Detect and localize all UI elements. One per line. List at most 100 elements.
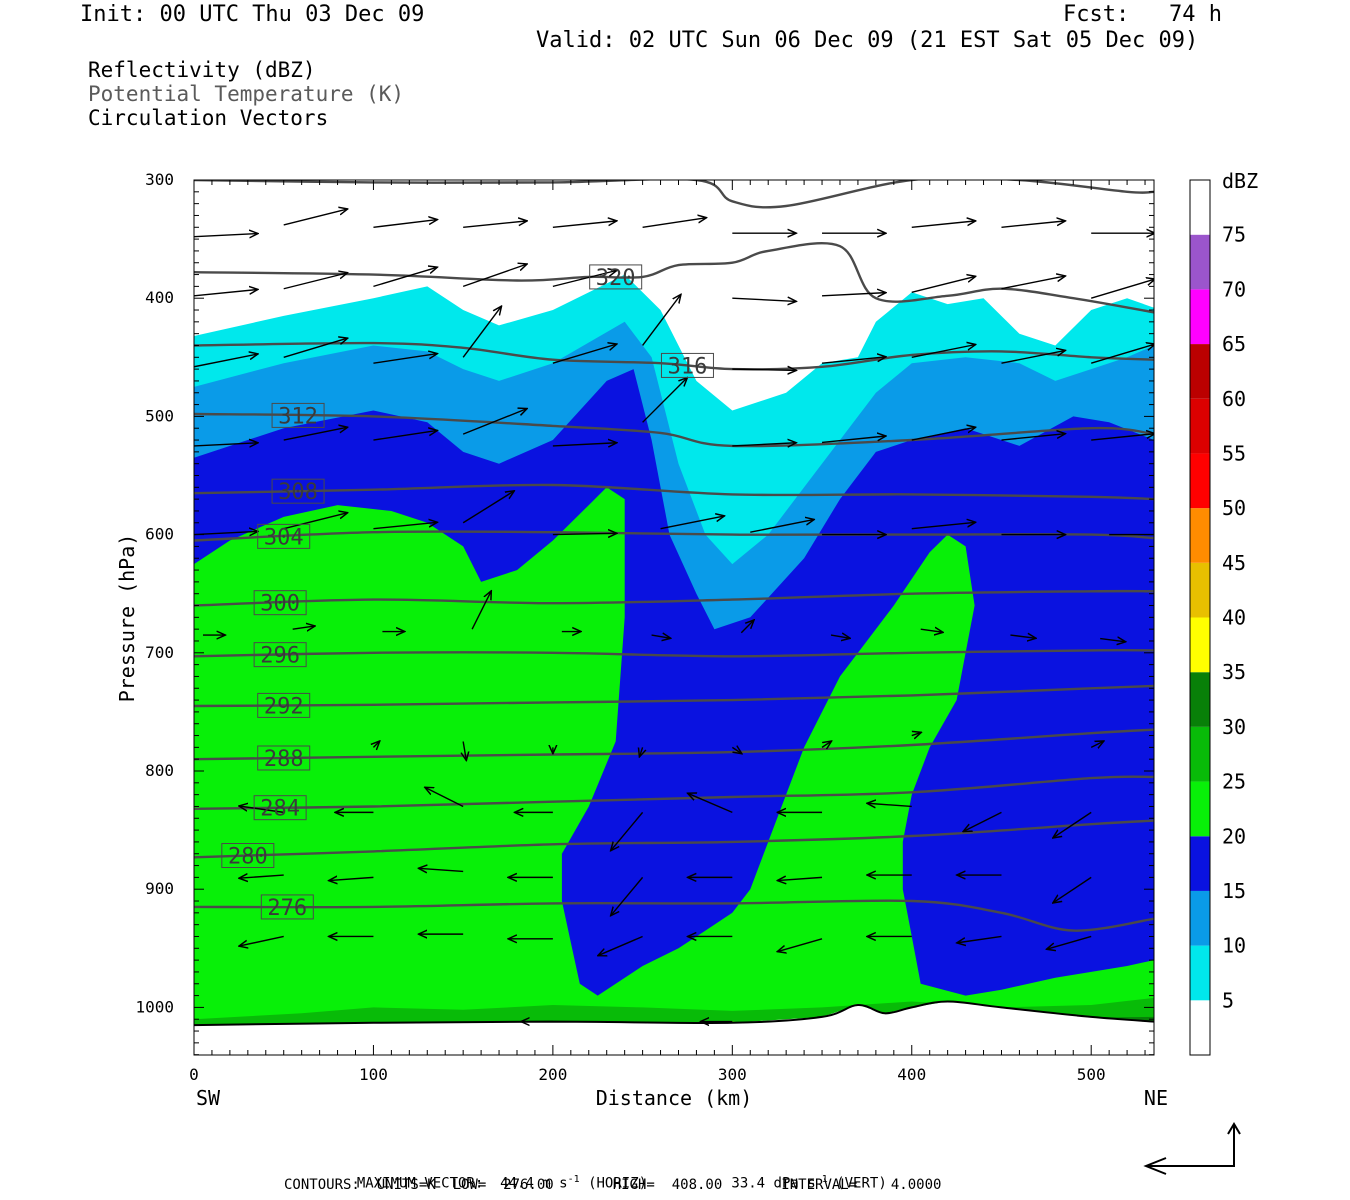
y-tick-label: 900 [145, 879, 174, 898]
reflectivity-fill [194, 274, 1154, 1055]
circulation-vector [283, 513, 348, 530]
field-vectors: Circulation Vectors [88, 106, 329, 130]
max-vector-vert-tail: (VERT) [836, 1175, 887, 1192]
field-reflectivity: Reflectivity (dBZ) [88, 58, 316, 82]
circulation-vector [1001, 276, 1065, 290]
colorbar-swatch [1190, 180, 1210, 235]
circulation-vector [740, 620, 754, 634]
circulation-vector [194, 234, 258, 237]
colorbar-swatch [1190, 836, 1210, 891]
svg-text:288: 288 [264, 747, 304, 772]
circulation-vector [462, 306, 501, 358]
svg-text:284: 284 [260, 797, 300, 822]
circulation-vector [750, 519, 814, 533]
theta-contour-308 [194, 483, 1154, 501]
y-tick-label: 300 [145, 170, 174, 189]
colorbar-swatch [1190, 344, 1210, 399]
circulation-vector [373, 430, 437, 441]
circulation-vector [283, 338, 348, 358]
theta-label-288: 288 [257, 745, 311, 772]
svg-text:312: 312 [278, 404, 318, 429]
x-tick-label: 300 [718, 1065, 747, 1084]
circulation-vector [1001, 434, 1065, 441]
circulation-vector [329, 877, 374, 880]
x-tick-label: 500 [1077, 1065, 1106, 1084]
svg-text:296: 296 [260, 644, 300, 669]
circulation-vector [239, 935, 284, 946]
circulation-vector [552, 344, 617, 364]
theta-contour-276 [194, 899, 1154, 932]
circulation-vector [731, 747, 742, 753]
circulation-vector [425, 787, 464, 808]
circulation-vector [911, 221, 976, 228]
circulation-vector [1001, 221, 1065, 228]
circulation-vector [920, 629, 943, 632]
circulation-vector [194, 289, 258, 297]
colorbar-swatch [1190, 890, 1210, 946]
circulation-vector [732, 298, 796, 301]
colorbar-swatch [1190, 945, 1210, 1001]
colorbar-swatch [1190, 562, 1210, 618]
x-tick-label: 0 [189, 1065, 199, 1084]
circulation-vector [821, 436, 886, 444]
colorbar-swatch [1190, 781, 1210, 837]
circulation-vector [283, 209, 348, 226]
theta-label-308: 308 [271, 478, 325, 505]
circulation-vector [639, 747, 642, 757]
theta-contour-284 [194, 775, 1154, 810]
colorbar-label: 55 [1222, 441, 1246, 465]
svg-text:304: 304 [264, 525, 304, 550]
forecast-hour: Fcst: 74 h [1063, 2, 1222, 27]
max-vector-horiz: 44.4 m s [500, 1175, 568, 1192]
max-vector-horiz-exp: -1 [567, 1174, 580, 1185]
circulation-vector [373, 267, 437, 288]
x-end-right: NE [1144, 1086, 1168, 1110]
theta-contour-320 [194, 242, 1154, 314]
circulation-vector [598, 935, 643, 955]
colorbar-swatch [1190, 398, 1210, 454]
svg-text:320: 320 [596, 266, 636, 291]
colorbar-swatch [1190, 453, 1210, 509]
init-time: Init: 00 UTC Thu 03 Dec 09 [80, 2, 425, 27]
theta-label-316: 316 [660, 352, 714, 379]
circulation-vector [911, 522, 976, 530]
y-tick-label: 600 [145, 525, 174, 544]
max-vector-line: MAXIMUM VECTOR: 44.4 m s-1 (HORIZ) 33.4 … [340, 1158, 887, 1192]
axes: 300 400 500 600 700 800 900 1000 0 100 200 300 400 50… [135, 170, 1154, 1084]
colorbar-label: 15 [1222, 879, 1246, 903]
colorbar-frame [1189, 179, 1211, 1056]
theta-contour-292 [194, 684, 1154, 708]
colorbar-label: 25 [1222, 770, 1246, 794]
circulation-vector [867, 803, 912, 806]
circulation-vector [651, 635, 671, 638]
circulation-vector [1010, 635, 1036, 638]
colorbar-label: 30 [1222, 715, 1246, 739]
circulation-vector [292, 626, 315, 629]
circulation-vector [821, 357, 886, 364]
circulation-vector [911, 276, 976, 293]
colorbar-swatch [1190, 508, 1210, 563]
circulation-vector [194, 531, 258, 534]
theta-label-284: 284 [253, 795, 307, 822]
contour-info: CONTOURS: UNITS=K LOW= 276.00 HIGH= 408.… [284, 1177, 942, 1193]
circulation-vector [1053, 811, 1092, 838]
circulation-vector [642, 218, 707, 228]
y-axis-label: Pressure (hPa) [115, 534, 139, 703]
theta-contour-324 [194, 180, 1154, 209]
x-axis-label: Distance (km) [596, 1086, 753, 1110]
colorbar-swatch [1190, 1000, 1210, 1055]
circulation-vector [777, 877, 823, 880]
colorbar-swatch [1190, 672, 1210, 727]
theta-contour-296 [194, 649, 1154, 658]
colorbar-label: 75 [1222, 223, 1246, 247]
circulation-vector [283, 273, 348, 290]
theta-label-276: 276 [260, 894, 314, 921]
x-tick-label: 400 [897, 1065, 926, 1084]
circulation-vector [1001, 350, 1065, 364]
circulation-vector [552, 533, 617, 534]
circulation-vector [373, 522, 437, 530]
theta-label-312: 312 [271, 402, 325, 429]
theta-labels: 276 280 284 288 292 296 300 304 308 312 316 320 [221, 264, 714, 921]
circulation-vector [660, 516, 725, 530]
